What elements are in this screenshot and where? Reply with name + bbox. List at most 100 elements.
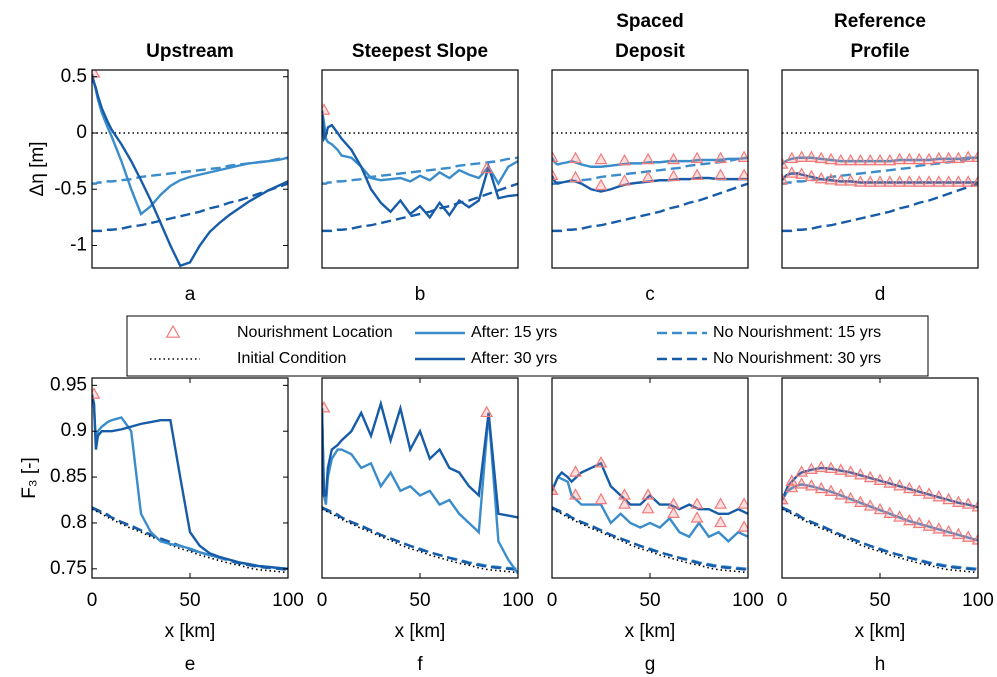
series-line [552,507,748,571]
nourishment-marker [690,151,704,164]
nourishment-marker [737,168,748,180]
nourishment-marker [873,175,887,187]
legend-label: No Nourishment: 30 yrs [713,350,881,367]
nourishment-marker [942,175,956,187]
y-axis-label: Δη [m] [27,142,48,197]
legend-label: No Nourishment: 15 yrs [713,324,881,341]
panel-title: Spaced [616,11,684,32]
series-line [92,507,288,571]
series-line [552,175,748,193]
nourishment-marker [569,488,582,500]
nourishment-marker [961,497,975,509]
series-line [782,507,978,571]
panel-frame [781,69,979,269]
nourishment-marker [782,492,789,505]
series-line [782,506,978,571]
nourishment-marker [552,168,559,180]
nourishment-marker [932,151,946,164]
series-line [322,408,518,575]
nourishment-marker [971,533,978,545]
series-line [322,399,518,519]
nourishment-marker [863,499,877,511]
nourishment-marker [92,70,101,78]
panel-label: c [645,284,655,305]
plot-area [92,387,288,574]
panel-title: Upstream [146,41,234,62]
nourishment-marker [922,487,936,499]
panel-frame [91,377,289,579]
nourishment-marker [690,497,704,509]
series-line [92,394,288,571]
nourishment-marker [971,175,978,187]
series-line [92,508,288,574]
nourishment-marker [873,502,887,515]
legend-label: Nourishment Location [237,324,393,341]
plot-area [782,132,978,233]
x-tick-label: 50 [179,590,200,611]
nourishment-marker [824,484,838,496]
panel-frame [321,69,519,269]
nourishment-marker [552,150,559,162]
nourishment-marker [883,175,897,187]
nourishment-marker [92,387,101,399]
nourishment-marker [594,178,608,191]
panel-title: Steepest Slope [352,41,488,62]
panel-label: f [417,654,423,675]
y-tick-label: 0 [76,122,87,143]
series-line [552,156,748,185]
nourishment-marker [569,465,582,477]
series-line [552,156,748,168]
nourishment-marker [922,175,936,187]
plot-area [92,70,288,268]
series-line [322,506,518,571]
nourishment-marker [932,490,946,502]
y-tick-label: 0.95 [50,374,87,395]
nourishment-marker [785,166,799,178]
nourishment-marker [834,463,848,475]
nourishment-marker [782,157,789,169]
nourishment-marker [814,460,828,473]
series-line [552,182,748,233]
nourishment-marker [641,501,655,514]
x-tick-label: 50 [869,590,890,611]
panel-label: d [875,284,886,305]
nourishment-marker [942,151,956,164]
nourishment-marker [618,497,631,509]
x-tick-label: 0 [317,590,328,611]
nourishment-marker [714,515,727,528]
plot-area [552,132,748,233]
panel-label: h [875,654,886,675]
nourishment-marker [893,479,907,491]
x-tick-label: 0 [547,590,558,611]
nourishment-marker [737,150,748,162]
nourishment-marker [737,520,748,532]
legend-marker [165,324,181,338]
nourishment-marker [834,153,848,166]
nourishment-marker [834,488,848,500]
nourishment-marker [942,492,956,505]
nourishment-marker [667,152,680,165]
nourishment-marker [804,169,818,182]
nourishment-marker [824,173,838,185]
nourishment-marker [863,153,877,166]
legend-box [126,315,929,377]
nourishment-marker [863,175,877,187]
panel-frame [551,69,749,269]
legend-label: After: 15 yrs [471,324,557,341]
panel-title: Profile [850,41,909,62]
nourishment-marker [594,456,608,468]
panel-label: b [415,284,426,305]
x-tick-label: 50 [639,590,660,611]
series-line [782,156,978,166]
nourishment-marker [951,151,965,164]
nourishment-marker [893,152,907,165]
nourishment-marker [480,161,494,174]
series-line [552,506,748,571]
series-line [782,156,978,185]
nourishment-marker [785,474,799,486]
series-line [92,74,288,216]
nourishment-marker [951,527,965,540]
nourishment-marker [804,462,818,474]
nourishment-marker [961,150,975,162]
series-line [322,507,518,571]
